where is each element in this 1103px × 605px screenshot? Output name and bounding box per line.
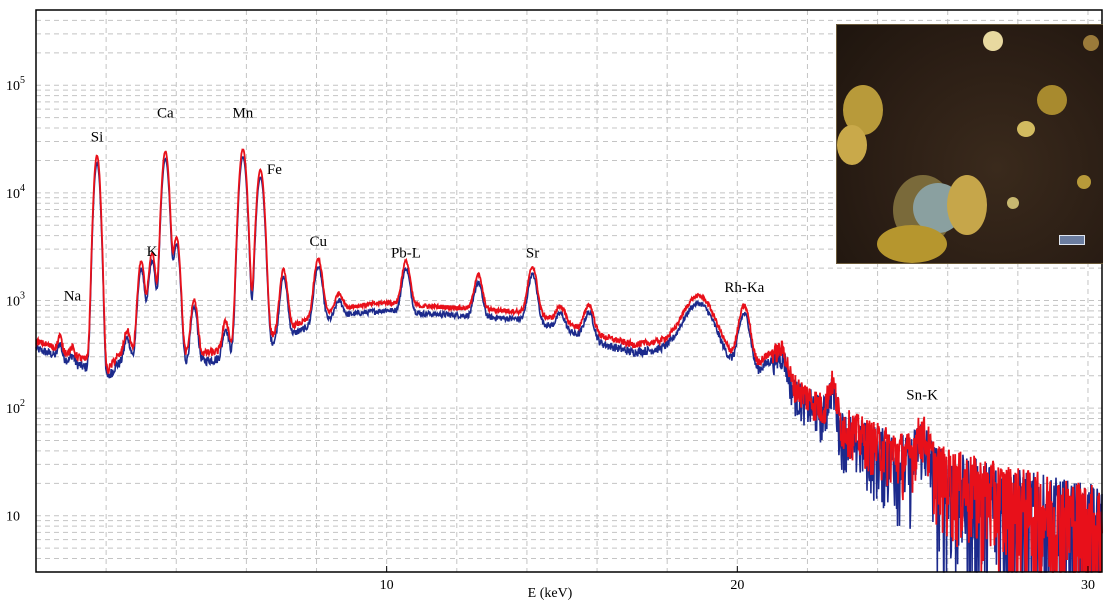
y-tick-label: 102 — [6, 398, 25, 417]
peak-label: Fe — [267, 162, 282, 178]
peak-label: K — [147, 244, 158, 260]
y-tick-label: 105 — [6, 75, 25, 94]
axis-ticks: 10 20 30 10 102 103 104 105 — [6, 75, 1095, 593]
peak-label: Na — [64, 288, 82, 304]
grain — [877, 225, 947, 263]
grain — [1077, 175, 1091, 189]
grain — [1017, 121, 1035, 137]
peak-label: Rh-Ka — [724, 280, 764, 296]
x-tick-label: 30 — [1081, 578, 1095, 593]
x-axis-title: E (keV) — [528, 586, 573, 601]
micrograph-inset — [836, 24, 1103, 264]
plot-frame — [35, 9, 1103, 573]
peak-label: Si — [91, 130, 104, 146]
x-tick-label: 20 — [730, 578, 744, 593]
scale-bar — [1059, 235, 1085, 245]
peak-label: Cu — [310, 234, 328, 250]
peak-label: Sr — [526, 246, 539, 262]
peak-label: Ca — [157, 106, 174, 122]
y-tick-label: 104 — [6, 183, 25, 202]
spectrum-series — [35, 148, 1103, 573]
grain — [837, 125, 867, 165]
y-tick-label: 103 — [6, 290, 25, 309]
grain — [947, 175, 987, 235]
peak-labels: Na Si K Ca Mn Fe Cu Pb-L Sr Rh-Ka Sn-K — [64, 106, 938, 404]
series-red-line — [35, 148, 1103, 573]
peak-label: Mn — [232, 106, 253, 122]
peak-label: Sn-K — [906, 388, 938, 404]
grain — [983, 31, 1003, 51]
peak-label: Pb-L — [391, 246, 421, 262]
grain — [1083, 35, 1099, 51]
grain — [1037, 85, 1067, 115]
x-tick-label: 10 — [380, 578, 394, 593]
y-tick-label: 10 — [6, 510, 20, 525]
grain — [1007, 197, 1019, 209]
